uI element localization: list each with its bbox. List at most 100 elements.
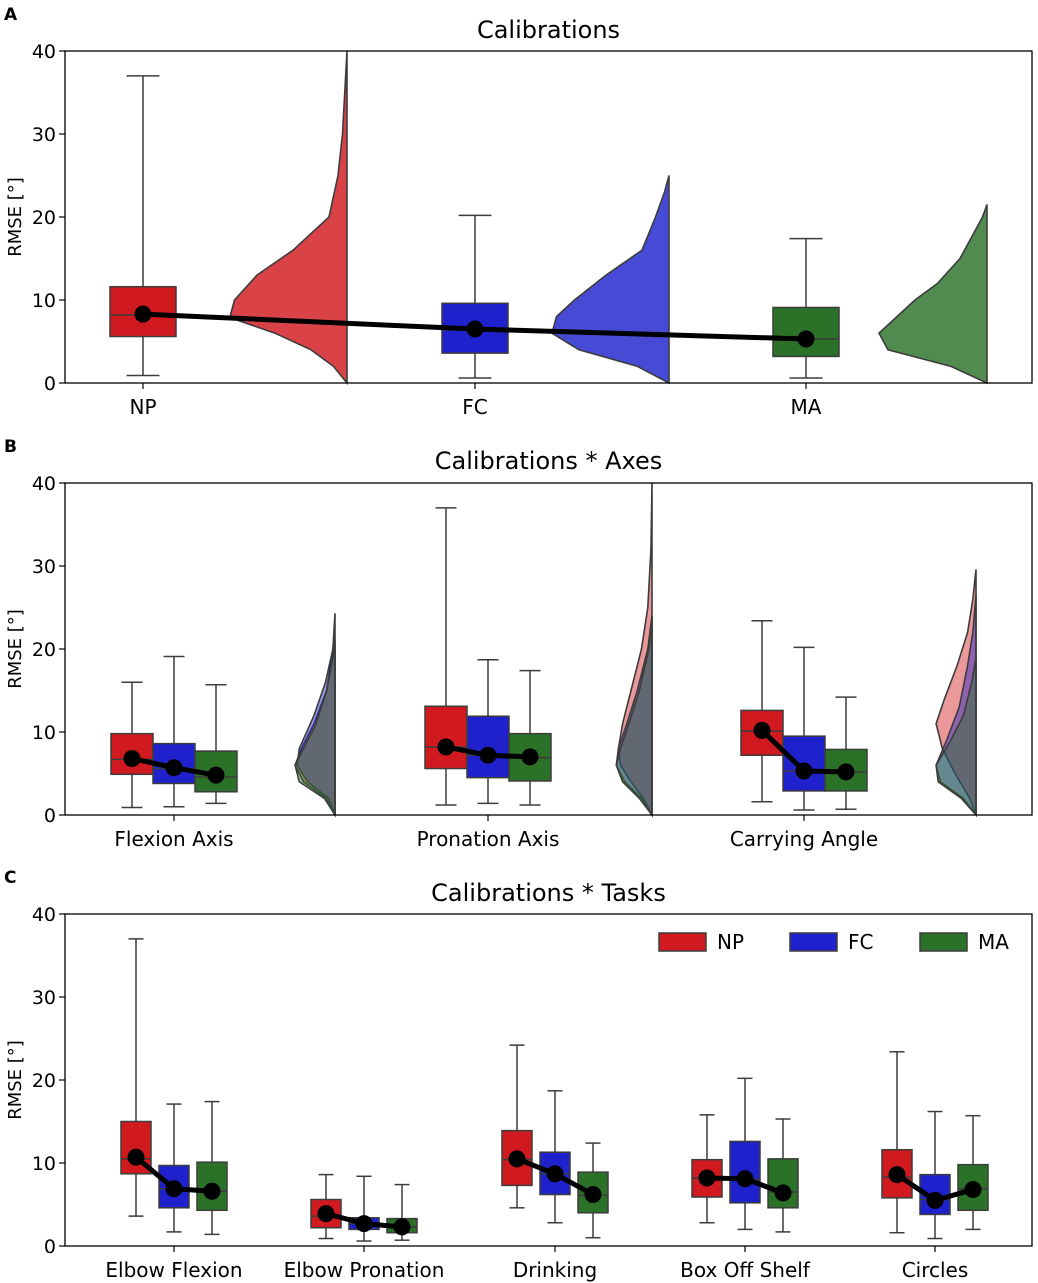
mean-point (203, 1182, 221, 1200)
violin-np (935, 569, 977, 816)
y-axis-label: RMSE [°] (5, 609, 26, 689)
mean-point (508, 1150, 526, 1168)
y-tick-label: 30 (32, 987, 56, 1009)
x-tick-label: Box Off Shelf (680, 1258, 811, 1282)
legend-label: FC (848, 930, 873, 954)
y-tick-label: 10 (32, 722, 56, 744)
x-tick-label: Elbow Pronation (284, 1258, 445, 1282)
box-ma (824, 696, 868, 810)
box-ma (767, 1118, 799, 1233)
mean-point (437, 738, 455, 756)
x-tick-label: Pronation Axis (417, 827, 560, 851)
panel-letter: C (4, 868, 16, 888)
y-tick-label: 10 (32, 1153, 56, 1175)
mean-point (355, 1215, 373, 1233)
mean-point (134, 305, 152, 323)
box-np (109, 75, 177, 377)
box-fc (919, 1110, 951, 1240)
mean-point (123, 750, 141, 768)
mean-point (127, 1148, 145, 1166)
box-fc (539, 1090, 571, 1224)
x-tick-label: NP (129, 395, 156, 419)
violin-ma (615, 615, 653, 818)
box-fc (729, 1077, 761, 1231)
y-tick-label: 30 (32, 556, 56, 578)
violin-ma (935, 657, 977, 818)
mean-point (753, 721, 771, 739)
box-iqr (881, 1148, 913, 1199)
box-fc (466, 659, 510, 805)
legend-swatch-fc (789, 932, 838, 952)
y-tick-label: 10 (32, 290, 56, 312)
y-tick-label: 30 (32, 124, 56, 146)
mean-point (165, 759, 183, 777)
axes-frame (64, 482, 1033, 816)
y-tick-label: 40 (32, 904, 56, 926)
y-tick-label: 20 (32, 639, 56, 661)
box-ma (957, 1114, 989, 1231)
panel-title: Calibrations * Axes (435, 447, 663, 475)
legend-label: NP (717, 930, 744, 954)
axes-frame (64, 50, 1033, 384)
box-np (691, 1114, 723, 1224)
mean-point (521, 748, 539, 766)
y-tick-label: 20 (32, 1070, 56, 1092)
y-tick-label: 40 (32, 41, 56, 63)
mean-point (479, 746, 497, 764)
mean-point (584, 1186, 602, 1204)
box-iqr (109, 285, 177, 338)
mean-point (797, 330, 815, 348)
violin-np (229, 50, 348, 386)
box-fc (441, 214, 509, 379)
mean-point (795, 762, 813, 780)
panel-letter: B (4, 437, 17, 457)
box-ma (508, 669, 552, 806)
x-tick-label: Drinking (513, 1258, 597, 1282)
violin-fc (935, 594, 977, 818)
x-tick-label: MA (791, 395, 822, 419)
mean-point (393, 1218, 411, 1236)
mean-point (317, 1205, 335, 1223)
y-tick-label: 20 (32, 207, 56, 229)
legend-swatch-ma (919, 932, 968, 952)
mean-point (926, 1191, 944, 1209)
x-tick-label: Circles (902, 1258, 969, 1282)
panel-a: A Calibrations RMSE [°] 0 10 20 30 40 NP FC MA (4, 5, 1033, 419)
mean-point (736, 1170, 754, 1188)
x-tick-label: FC (462, 395, 487, 419)
mean-point (888, 1166, 906, 1184)
box-ma (196, 1100, 228, 1236)
box-ma (772, 237, 840, 379)
panel-title: Calibrations * Tasks (431, 879, 666, 907)
x-tick-label: Flexion Axis (114, 827, 233, 851)
legend-swatch-np (658, 932, 707, 952)
y-tick-label: 0 (44, 1236, 56, 1258)
mean-point (207, 766, 225, 784)
violin-ma (877, 204, 988, 385)
panel-b: B Calibrations * Axes RMSE [°] 0 10 20 30 40 Fle… (4, 437, 1033, 851)
box-fc (152, 655, 196, 808)
box-np (740, 620, 784, 803)
mean-point (964, 1181, 982, 1199)
legend-label: MA (978, 930, 1009, 954)
box-np (501, 1044, 533, 1209)
mean-point (774, 1184, 792, 1202)
y-tick-label: 0 (44, 805, 56, 827)
legend: NP FC MA (658, 930, 1009, 954)
box-iqr (740, 709, 784, 756)
panel-letter: A (4, 5, 18, 25)
violin-np (294, 613, 336, 816)
panel-c: C Calibrations * Tasks RMSE [°] 0 10 20 30 40 El… (4, 868, 1033, 1282)
box-fc (158, 1103, 190, 1233)
box-np (120, 938, 152, 1217)
mean-point (466, 320, 484, 338)
y-tick-label: 0 (44, 373, 56, 395)
panel-title: Calibrations (477, 16, 620, 44)
x-tick-label: Carrying Angle (730, 827, 878, 851)
box-ma (194, 683, 238, 805)
mean-point (165, 1180, 183, 1198)
axes-frame (64, 913, 1033, 1247)
mean-point (698, 1169, 716, 1187)
x-tick-label: Elbow Flexion (105, 1258, 242, 1282)
